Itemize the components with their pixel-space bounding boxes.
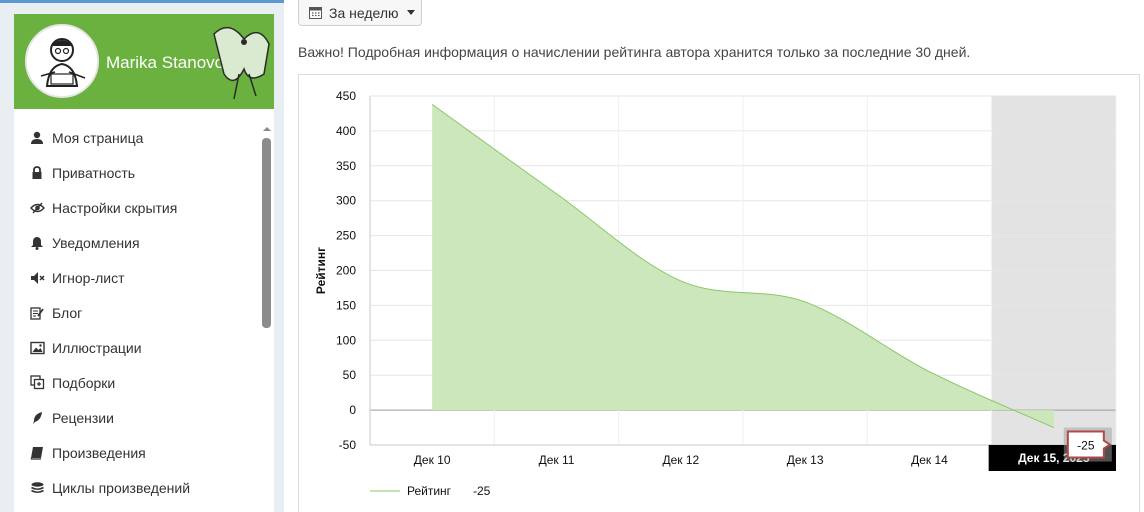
x-tick-label: Дек 11 xyxy=(539,453,575,467)
rating-chart: 450 400 350 300 250 200 150 100 50 0 -50 Рейтинг Дек… xyxy=(314,89,1117,498)
chevron-down-icon xyxy=(406,10,415,15)
sidebar-item-blog[interactable]: Блог xyxy=(30,295,82,330)
sidebar-item-reviews[interactable]: Рецензии xyxy=(30,400,114,435)
series-line xyxy=(431,103,1055,429)
y-tick-label: 250 xyxy=(336,229,356,243)
picture-icon xyxy=(30,341,52,355)
sidebar-item-label: Игнор-лист xyxy=(52,269,125,286)
sidebar-item-label: Подборки xyxy=(52,374,116,391)
series-area xyxy=(432,104,1054,428)
legend-value: -25 xyxy=(473,484,491,498)
x-tick-label: Дек 13 xyxy=(787,453,824,467)
volume-off-icon xyxy=(30,271,52,285)
collection-icon xyxy=(30,375,52,390)
rating-notice: Важно! Подробная информация о начислении… xyxy=(298,44,971,60)
bell-icon xyxy=(30,236,52,250)
stack-icon xyxy=(30,481,52,495)
lock-icon xyxy=(30,165,52,180)
sidebar-menu xyxy=(14,109,274,512)
sidebar-item-label: Уведомления xyxy=(52,234,140,251)
sidebar-item-collections[interactable]: Подборки xyxy=(30,365,115,400)
sidebar-item-label: Приватность xyxy=(52,164,136,181)
sidebar-item-label: Рецензии xyxy=(52,409,114,426)
sidebar-item-label: Блог xyxy=(52,304,83,321)
x-tick-label: Дек 14 xyxy=(911,453,948,467)
scroll-up-arrow-icon[interactable] xyxy=(262,124,272,134)
legend-label: Рейтинг xyxy=(407,484,452,498)
sidebar-item-label: Иллюстрации xyxy=(52,339,142,356)
book-icon xyxy=(30,446,52,460)
avatar[interactable] xyxy=(25,24,99,98)
edit-icon xyxy=(30,306,52,320)
sidebar-item-label: Произведения xyxy=(52,444,146,461)
header-decoration-image xyxy=(213,26,270,100)
tooltip-value: -25 xyxy=(1077,439,1095,453)
sidebar-item-label: Моя страница xyxy=(52,129,144,146)
sidebar-item-hide-settings[interactable]: Настройки скрытия xyxy=(30,190,177,225)
calendar-icon xyxy=(309,6,322,19)
sidebar-item-notifications[interactable]: Уведомления xyxy=(30,225,140,260)
y-tick-label: 150 xyxy=(336,298,356,312)
sidebar-item-ignore-list[interactable]: Игнор-лист xyxy=(30,260,125,295)
y-tick-label: 400 xyxy=(336,124,356,138)
y-tick-label: 100 xyxy=(336,333,356,347)
x-tick-label: Дек 12 xyxy=(662,453,699,467)
sidebar-item-works[interactable]: Произведения xyxy=(30,435,146,470)
tooltip-box xyxy=(1066,430,1112,459)
user-icon xyxy=(30,131,52,145)
sidebar-item-illustrations[interactable]: Иллюстрации xyxy=(30,330,142,365)
y-tick-label: -50 xyxy=(339,438,357,452)
y-tick-label: 0 xyxy=(349,403,356,417)
period-label: За неделю xyxy=(329,4,399,21)
y-tick-label: 200 xyxy=(336,264,356,278)
sidebar-item-series[interactable]: Циклы произведений xyxy=(30,470,190,505)
sidebar-item-my-page[interactable]: Моя страница xyxy=(30,120,143,155)
y-tick-label: 50 xyxy=(343,368,357,382)
y-axis-title: Рейтинг xyxy=(314,247,328,294)
y-tick-label: 300 xyxy=(336,194,356,208)
y-tick-label: 350 xyxy=(336,159,356,173)
user-name[interactable]: Marika Stanovoi xyxy=(106,53,228,72)
y-tick-label: 450 xyxy=(336,89,356,103)
sidebar-scrollbar-thumb[interactable] xyxy=(262,138,271,328)
eye-slash-icon xyxy=(30,201,52,215)
x-tick-label: Дек 10 xyxy=(414,453,451,467)
sidebar-item-label: Настройки скрытия xyxy=(52,199,178,216)
sidebar-item-label: Циклы произведений xyxy=(52,479,191,496)
period-dropdown-button[interactable]: За неделю xyxy=(298,0,422,26)
profile-header: Marika Stanovoi xyxy=(14,14,274,109)
quill-icon xyxy=(30,411,52,425)
sidebar-item-privacy[interactable]: Приватность xyxy=(30,155,135,190)
